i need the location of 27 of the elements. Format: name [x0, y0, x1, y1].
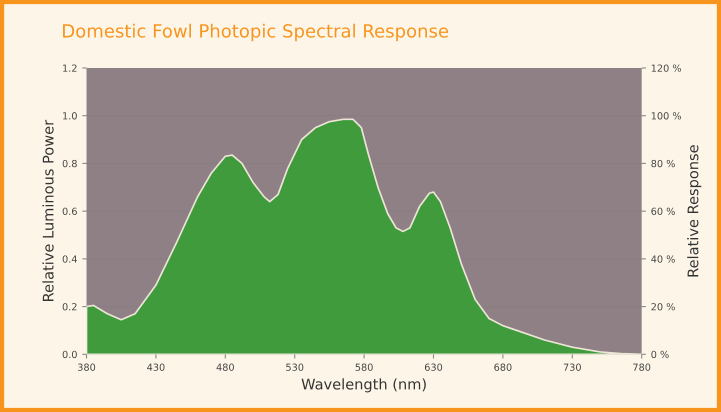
y2-tick-label: 100 % [652, 112, 682, 120]
y2-axis-title: Relative Response [687, 145, 702, 276]
x-tick-label: 530 [286, 364, 304, 371]
y-tick-label: 0.0 [62, 350, 77, 358]
x-tick-label: 680 [494, 364, 512, 371]
x-axis-title: Wavelength (nm) [302, 378, 426, 392]
y-tick-label: 0.8 [62, 160, 77, 168]
y2-tick-label: 40 % [651, 255, 675, 263]
y2-tick-label: 60 % [651, 208, 675, 215]
y2-tick-label: 80 % [651, 160, 675, 168]
y2-tick-label: 120 % [652, 64, 682, 72]
y2-tick-label: 0 % [651, 350, 669, 358]
x-tick-label: 780 [633, 364, 650, 371]
x-tick-label: 430 [147, 364, 165, 371]
y-tick-label: 0.2 [62, 303, 77, 310]
y-axis-title: Relative Luminous Power [42, 120, 54, 301]
y-tick-label: 0.4 [62, 255, 77, 263]
x-tick-label: 380 [78, 364, 96, 371]
x-tick-label: 630 [424, 364, 442, 371]
x-tick-label: 730 [564, 364, 581, 371]
y2-tick-label: 20 % [651, 303, 675, 310]
y-tick-label: 1.2 [63, 64, 77, 72]
y-tick-label: 1.0 [63, 112, 77, 120]
chart-title: Domestic Fowl Photopic Spectral Response [63, 24, 448, 42]
y-tick-label: 0.6 [62, 208, 77, 215]
x-tick-label: 480 [216, 364, 234, 371]
x-tick-label: 580 [356, 364, 373, 371]
